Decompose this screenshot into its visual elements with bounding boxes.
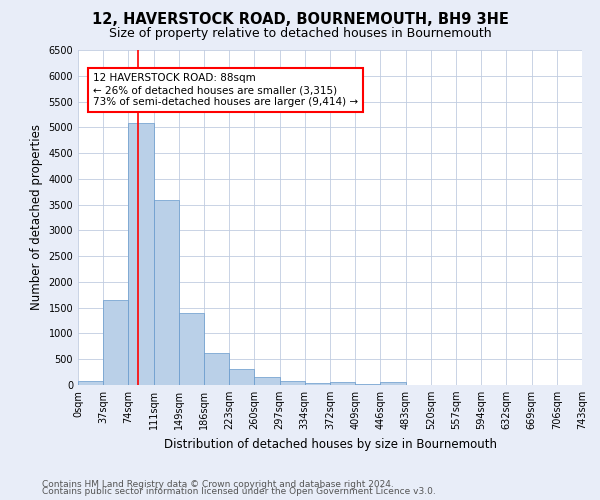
Bar	[103, 300, 128, 385]
Bar	[229, 370, 254, 385]
X-axis label: Distribution of detached houses by size in Bournemouth: Distribution of detached houses by size …	[163, 438, 497, 450]
Text: 12 HAVERSTOCK ROAD: 88sqm
← 26% of detached houses are smaller (3,315)
73% of se: 12 HAVERSTOCK ROAD: 88sqm ← 26% of detac…	[93, 74, 358, 106]
Text: Contains public sector information licensed under the Open Government Licence v3: Contains public sector information licen…	[42, 488, 436, 496]
Bar	[204, 353, 229, 385]
Text: Size of property relative to detached houses in Bournemouth: Size of property relative to detached ho…	[109, 28, 491, 40]
Bar	[355, 384, 380, 385]
Text: Contains HM Land Registry data © Crown copyright and database right 2024.: Contains HM Land Registry data © Crown c…	[42, 480, 394, 489]
Bar	[128, 123, 154, 385]
Bar	[78, 381, 103, 385]
Bar	[280, 380, 305, 385]
Bar	[254, 377, 280, 385]
Y-axis label: Number of detached properties: Number of detached properties	[30, 124, 43, 310]
Text: 12, HAVERSTOCK ROAD, BOURNEMOUTH, BH9 3HE: 12, HAVERSTOCK ROAD, BOURNEMOUTH, BH9 3H…	[92, 12, 508, 28]
Bar	[380, 382, 406, 385]
Bar	[305, 382, 330, 385]
Bar	[154, 200, 179, 385]
Bar	[330, 382, 355, 385]
Bar	[179, 313, 204, 385]
